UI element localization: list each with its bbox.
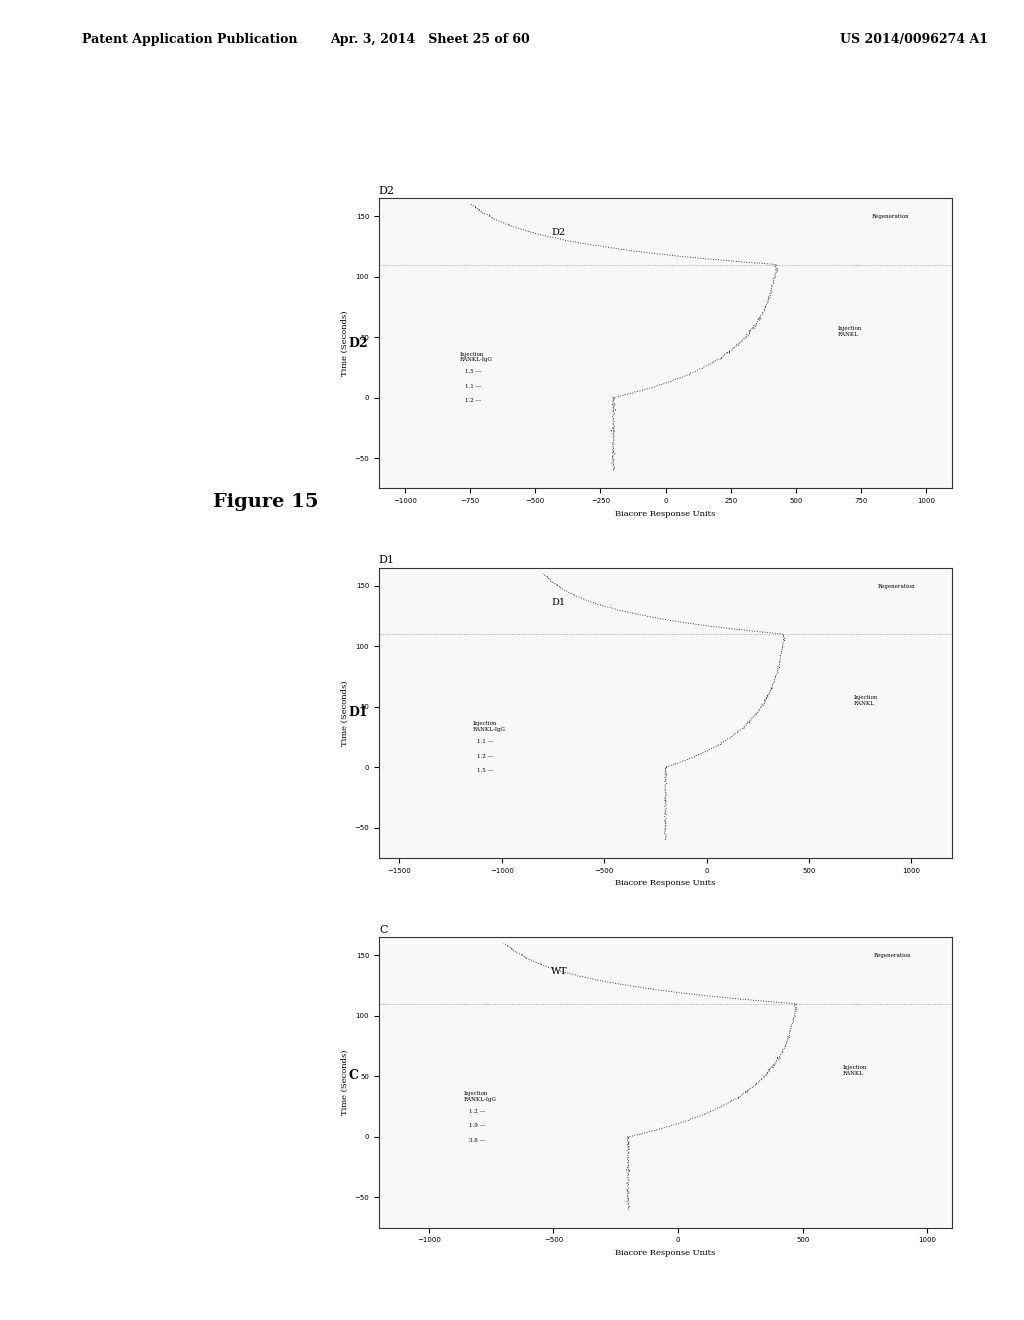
Text: Figure 15: Figure 15 [213,492,319,511]
Text: Injection
RANKL-IgG: Injection RANKL-IgG [464,1090,497,1102]
X-axis label: Biacore Response Units: Biacore Response Units [615,510,716,517]
Text: Regeneration: Regeneration [878,583,915,589]
Text: 1.1 ---: 1.1 --- [465,384,481,389]
Y-axis label: Time (Seconds): Time (Seconds) [341,680,349,746]
Text: Regeneration: Regeneration [873,953,911,958]
Text: C: C [379,925,387,935]
Text: Regeneration: Regeneration [871,214,909,219]
X-axis label: Biacore Response Units: Biacore Response Units [615,1249,716,1257]
Text: C: C [348,1069,358,1082]
Text: Patent Application Publication: Patent Application Publication [82,33,297,46]
Text: 1.2 ---: 1.2 --- [469,1109,484,1114]
Text: 1.5 ---: 1.5 --- [465,370,481,375]
Text: 1.2 ---: 1.2 --- [477,754,494,759]
Text: Injection
RANKL-IgG: Injection RANKL-IgG [473,721,506,733]
Text: D2: D2 [551,228,565,238]
Text: D2: D2 [348,337,368,350]
X-axis label: Biacore Response Units: Biacore Response Units [615,879,716,887]
Text: US 2014/0096274 A1: US 2014/0096274 A1 [840,33,988,46]
Text: Injection
RANKL: Injection RANKL [854,696,879,706]
Text: WT: WT [551,968,567,977]
Y-axis label: Time (Seconds): Time (Seconds) [341,1049,349,1115]
Y-axis label: Time (Seconds): Time (Seconds) [341,310,349,376]
Text: D1: D1 [348,706,368,719]
Text: 3.8 ---: 3.8 --- [469,1138,484,1143]
Text: Injection
RANKL: Injection RANKL [838,326,862,337]
Text: 1.1 ---: 1.1 --- [477,739,494,744]
Text: 1.2 ---: 1.2 --- [465,399,481,404]
Text: D2: D2 [379,186,395,195]
Text: 1.9 ---: 1.9 --- [469,1123,485,1129]
Text: D1: D1 [379,556,395,565]
Text: Injection
RANKL: Injection RANKL [843,1065,867,1076]
Text: Injection
RANKL-IgG: Injection RANKL-IgG [460,351,493,363]
Text: D1: D1 [551,598,565,607]
Text: 1.5 ---: 1.5 --- [477,768,494,774]
Text: Apr. 3, 2014   Sheet 25 of 60: Apr. 3, 2014 Sheet 25 of 60 [330,33,530,46]
